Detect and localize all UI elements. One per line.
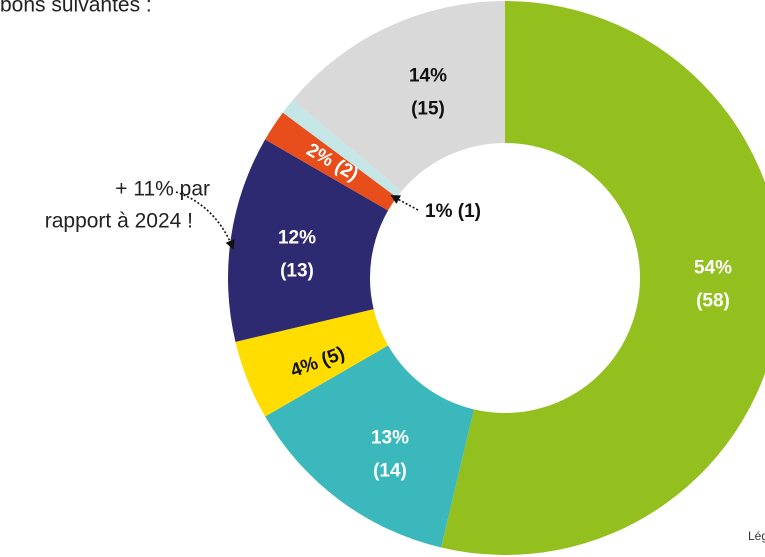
data-label: (15) <box>411 99 445 120</box>
data-label: 1% (1) <box>425 201 481 222</box>
data-label: 13% <box>371 428 409 449</box>
data-label: 12% <box>278 228 316 249</box>
data-label: (13) <box>280 261 314 282</box>
data-label: 14% <box>409 66 447 87</box>
slice <box>265 345 474 548</box>
slice <box>292 1 505 192</box>
slice <box>282 99 402 198</box>
slice <box>441 1 765 555</box>
data-label: (58) <box>696 291 730 312</box>
subtitle: bons suivantes : <box>0 0 152 17</box>
slice <box>265 112 397 211</box>
annotation: + 11% par <box>115 178 210 201</box>
legend-title: Lég <box>748 529 765 543</box>
annotation: rapport à 2024 ! <box>45 210 193 233</box>
data-label: 54% <box>694 258 732 279</box>
slice <box>228 139 389 342</box>
data-label: (14) <box>373 461 407 482</box>
annotation-arrow <box>175 191 235 250</box>
annotation-arrow <box>390 195 419 211</box>
slice <box>235 309 389 417</box>
